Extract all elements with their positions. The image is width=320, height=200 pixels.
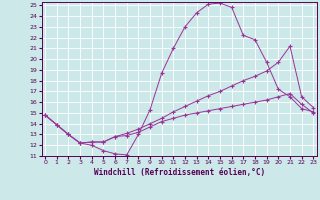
X-axis label: Windchill (Refroidissement éolien,°C): Windchill (Refroidissement éolien,°C): [94, 168, 265, 177]
